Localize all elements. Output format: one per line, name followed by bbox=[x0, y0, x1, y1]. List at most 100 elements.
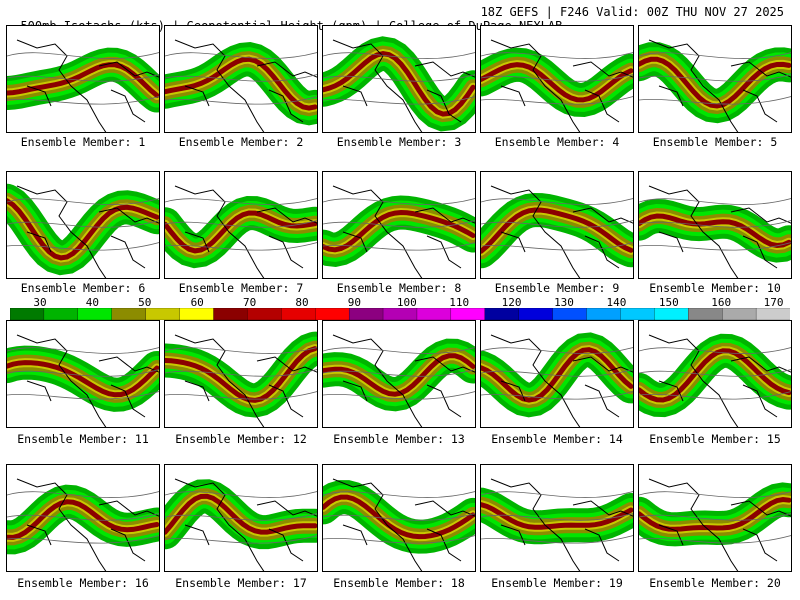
colorbar-swatch bbox=[77, 308, 113, 320]
member-map-svg bbox=[639, 185, 791, 278]
isotach-80-band bbox=[165, 493, 317, 535]
coastline bbox=[332, 185, 475, 278]
member-map-svg bbox=[481, 478, 633, 571]
colorbar-tick-label: 100 bbox=[396, 296, 417, 309]
height-contour bbox=[7, 220, 159, 228]
member-map-svg bbox=[165, 478, 317, 571]
member-map-svg bbox=[165, 39, 317, 132]
ensemble-member-map bbox=[638, 320, 792, 428]
coastline bbox=[174, 334, 317, 427]
member-map-svg bbox=[323, 334, 475, 427]
height-contour bbox=[323, 96, 475, 105]
coastline bbox=[648, 39, 791, 132]
height-contour bbox=[7, 74, 159, 82]
colorbar-swatch bbox=[688, 308, 723, 320]
height-contour bbox=[481, 513, 633, 521]
coastline bbox=[490, 334, 633, 427]
height-contour bbox=[165, 391, 317, 400]
colorbar-tick-label: 80 bbox=[295, 296, 309, 309]
height-contour bbox=[165, 535, 317, 544]
colorbar-tick-label: 70 bbox=[242, 296, 257, 309]
coastline bbox=[490, 39, 633, 132]
ensemble-member-caption: Ensemble Member: 2 bbox=[178, 135, 304, 149]
height-contour bbox=[639, 513, 791, 521]
height-contour bbox=[7, 242, 159, 251]
coastline bbox=[332, 334, 475, 427]
colorbar-swatch bbox=[382, 308, 418, 320]
colorbar-tick-label: 40 bbox=[85, 296, 100, 309]
colorbar-tick-label: 60 bbox=[190, 296, 204, 309]
colorbar-tick-label: 30 bbox=[33, 296, 47, 309]
colorbar-swatch bbox=[484, 308, 520, 320]
height-contour bbox=[639, 96, 791, 105]
ensemble-member-map bbox=[322, 320, 476, 428]
height-contour bbox=[481, 52, 633, 59]
isotach-80-band bbox=[639, 348, 791, 403]
ensemble-member-map bbox=[480, 320, 634, 428]
colorbar-swatch bbox=[586, 308, 621, 320]
ensemble-member-map bbox=[6, 320, 160, 428]
colorbar-swatch bbox=[450, 308, 486, 320]
height-contour bbox=[7, 513, 159, 521]
height-contour bbox=[639, 491, 791, 498]
ensemble-member-map bbox=[480, 25, 634, 133]
height-contour bbox=[165, 220, 317, 228]
ensemble-member-map bbox=[638, 171, 792, 279]
height-contour bbox=[639, 220, 791, 228]
member-map-svg bbox=[481, 332, 633, 427]
isotach-80-band bbox=[481, 207, 633, 254]
ensemble-member-map bbox=[322, 25, 476, 133]
height-contour bbox=[7, 535, 159, 544]
colorbar-tick-label: 160 bbox=[711, 296, 732, 309]
isotach-80-band bbox=[323, 209, 475, 253]
colorbar-swatch bbox=[620, 308, 655, 320]
colorbar-swatch bbox=[213, 308, 248, 320]
colorbar-swatch bbox=[281, 308, 316, 320]
height-contour bbox=[481, 96, 633, 105]
member-map-svg bbox=[7, 334, 159, 427]
height-contour bbox=[639, 74, 791, 82]
height-contour bbox=[323, 220, 475, 228]
height-contour bbox=[7, 369, 159, 377]
colorbar-swatch bbox=[552, 308, 587, 320]
colorbar-tick-label: 130 bbox=[554, 296, 574, 309]
ensemble-member-caption: Ensemble Member: 9 bbox=[494, 281, 620, 295]
height-contour bbox=[323, 369, 475, 377]
height-contour bbox=[165, 96, 317, 105]
colorbar-tick-label: 50 bbox=[138, 296, 152, 309]
member-map-svg bbox=[323, 478, 475, 571]
height-contour bbox=[7, 347, 159, 354]
ensemble-member-caption: Ensemble Member: 8 bbox=[336, 281, 462, 295]
member-map-svg bbox=[7, 478, 159, 571]
height-contour bbox=[481, 74, 633, 82]
coastline bbox=[16, 478, 159, 571]
height-contour bbox=[7, 491, 159, 498]
ensemble-member-caption: Ensemble Member: 18 bbox=[333, 576, 465, 590]
colorbar-tick-label: 110 bbox=[449, 296, 470, 309]
isotach-80-band bbox=[639, 496, 791, 532]
height-contour bbox=[7, 198, 159, 205]
coastline bbox=[16, 39, 159, 132]
height-contour bbox=[481, 198, 633, 205]
ensemble-member-caption: Ensemble Member: 11 bbox=[17, 432, 149, 446]
isotach-80-band bbox=[7, 198, 159, 261]
ensemble-member-map bbox=[638, 464, 792, 572]
isotach-80-band bbox=[639, 56, 791, 109]
ensemble-member-caption: Ensemble Member: 19 bbox=[491, 576, 623, 590]
header-right: 18Z GEFS | F246 Valid: 00Z THU NOV 27 20… bbox=[480, 5, 784, 19]
height-contour bbox=[481, 391, 633, 400]
ensemble-member-caption: Ensemble Member: 10 bbox=[649, 281, 781, 295]
height-contour bbox=[7, 52, 159, 59]
coastline bbox=[174, 185, 317, 278]
ensemble-member-caption: Ensemble Member: 3 bbox=[336, 135, 462, 149]
member-map-svg bbox=[639, 39, 791, 132]
height-contour bbox=[481, 535, 633, 544]
ensemble-member-caption: Ensemble Member: 4 bbox=[494, 135, 620, 149]
ensemble-member-caption: Ensemble Member: 1 bbox=[20, 135, 146, 149]
height-contour bbox=[165, 491, 317, 498]
member-map-svg bbox=[7, 39, 159, 132]
member-map-svg bbox=[165, 331, 317, 427]
ensemble-member-map bbox=[480, 171, 634, 279]
ensemble-member-map bbox=[164, 171, 318, 279]
ensemble-member-caption: Ensemble Member: 20 bbox=[649, 576, 781, 590]
